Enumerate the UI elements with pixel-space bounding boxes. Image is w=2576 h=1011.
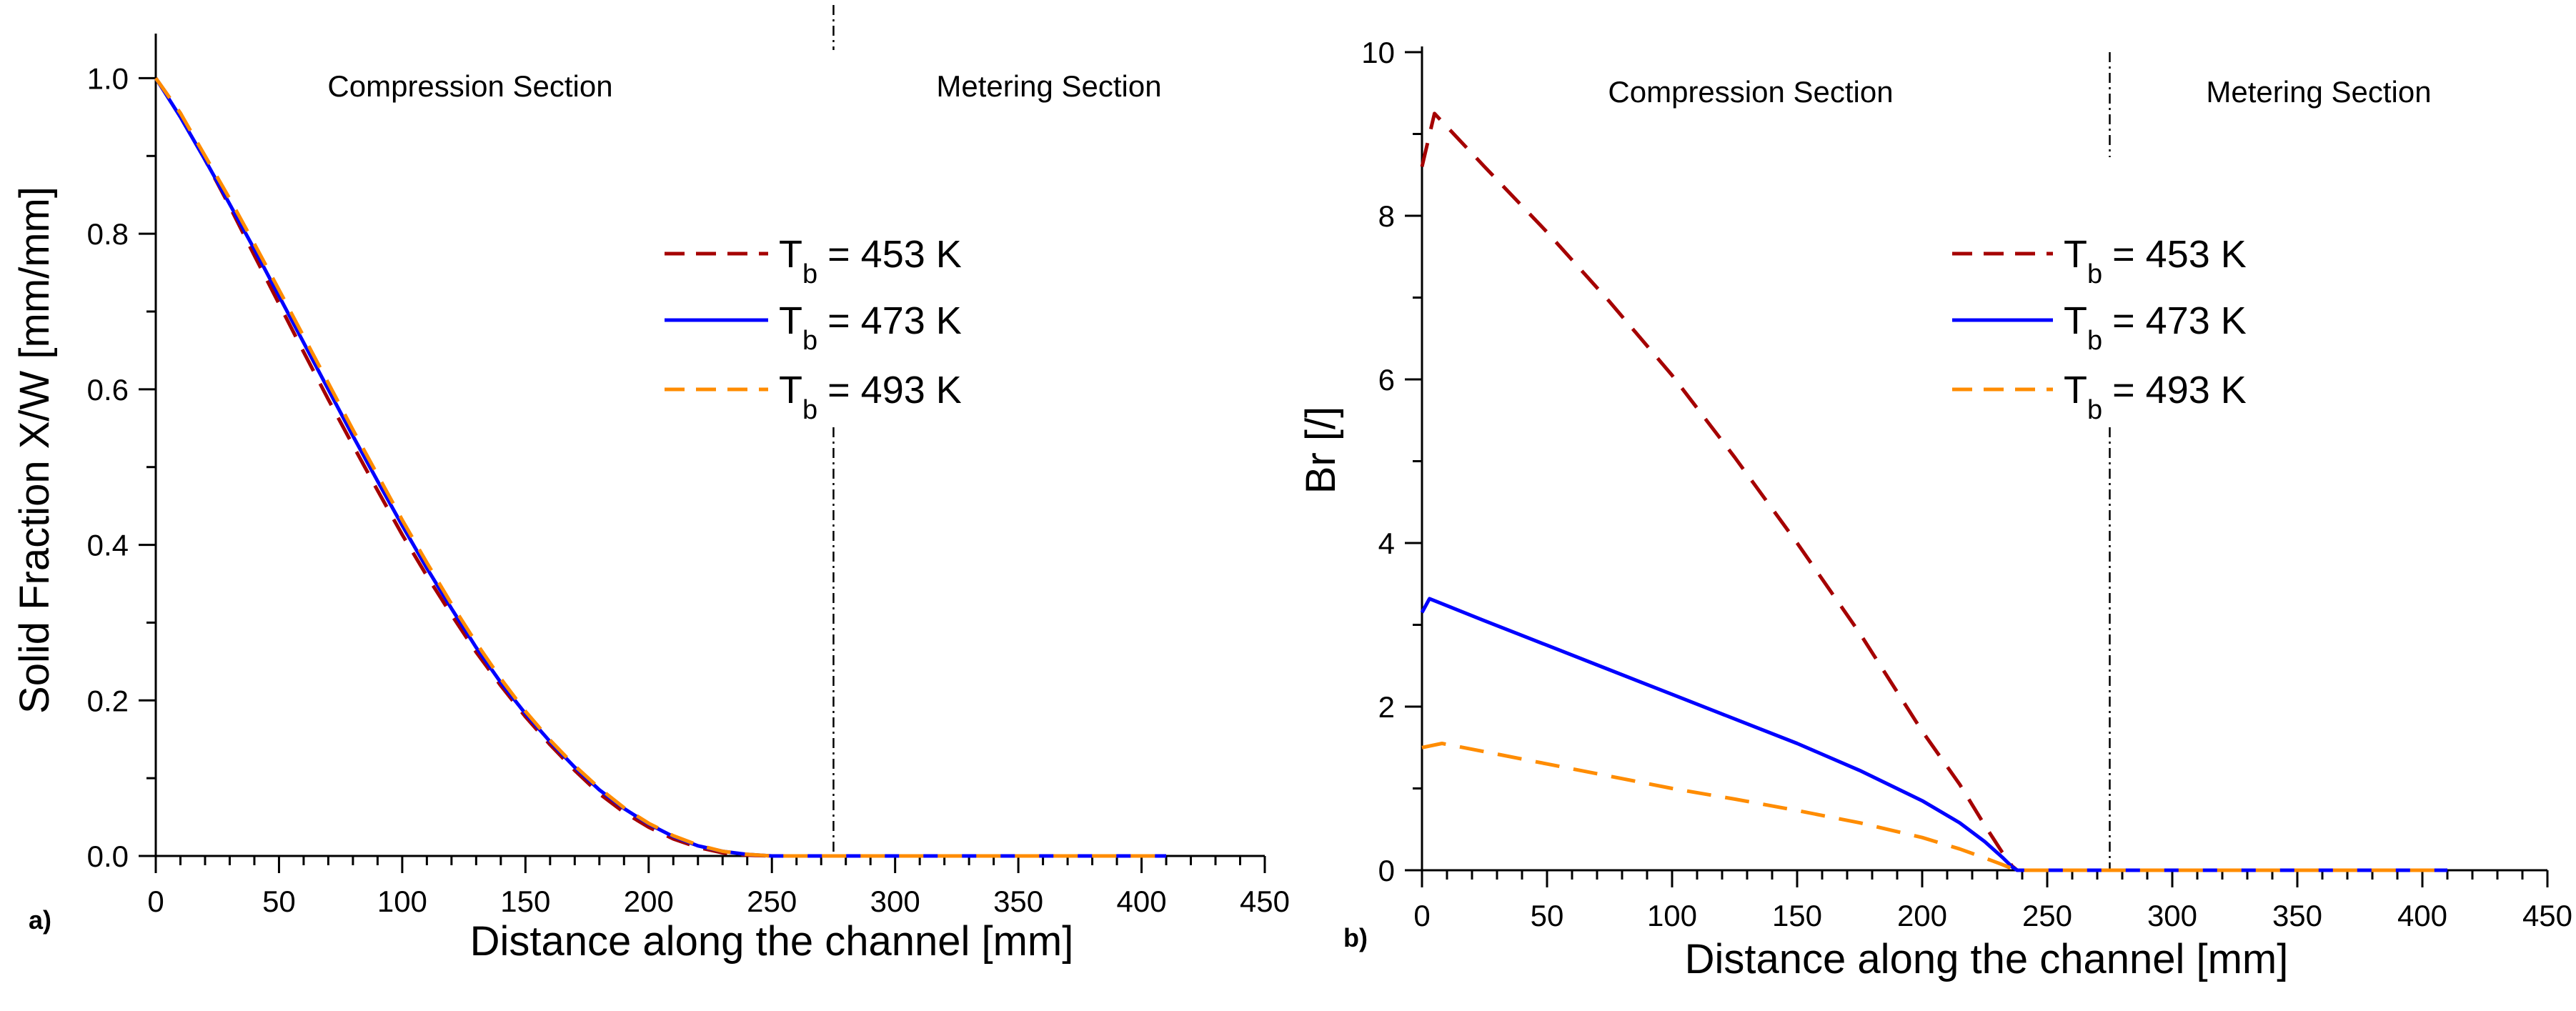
series-line-1 — [154, 76, 1166, 858]
legend-value: = 453 K — [2112, 233, 2247, 276]
legend-symbol: T — [2064, 299, 2087, 342]
legend-label: Tb = 473 K — [2064, 299, 2247, 356]
x-tick-label: 100 — [377, 885, 427, 918]
panel-label: b) — [1343, 923, 1368, 952]
legend-symbol: T — [779, 369, 802, 412]
x-axis-title: Distance along the channel [mm] — [1685, 936, 2289, 982]
x-tick-label: 50 — [1531, 899, 1564, 932]
legend-label: Tb = 493 K — [779, 369, 962, 425]
panel-a: 0 50 100 150 200 250 300 350 400 450 0.0 0.2 0.4 0.6 0… — [11, 5, 1290, 965]
panel-label: a) — [29, 905, 51, 935]
x-tick-label: 150 — [1772, 899, 1822, 932]
x-tick-label: 200 — [1897, 899, 1947, 932]
x-tick-label: 400 — [2397, 899, 2447, 932]
x-tick-label: 450 — [2522, 899, 2572, 932]
y-tick-label: 10 — [1361, 36, 1395, 69]
legend-subscript: b — [802, 259, 817, 289]
legend-subscript: b — [802, 326, 817, 356]
x-tick-label: 350 — [2272, 899, 2322, 932]
x-tick-label: 200 — [624, 885, 674, 918]
x-tick-label: 0 — [1413, 899, 1430, 932]
legend-subscript: b — [2087, 395, 2102, 425]
series-line-2 — [154, 77, 1166, 858]
x-tick-label: 150 — [500, 885, 550, 918]
series-line-3 — [1421, 742, 2447, 872]
y-axis-title: Br [/] — [1298, 407, 1344, 494]
legend-value: = 473 K — [2112, 299, 2247, 342]
x-tick-label: 100 — [1647, 899, 1697, 932]
y-tick-label: 0.8 — [87, 217, 129, 251]
legend-value: = 473 K — [827, 299, 962, 342]
series-line-3 — [154, 76, 1166, 858]
y-tick-label: 0.6 — [87, 373, 129, 407]
y-tick-label: 1.0 — [87, 61, 129, 95]
legend-symbol: T — [779, 299, 802, 342]
legend-subscript: b — [802, 395, 817, 425]
x-tick-label: 400 — [1117, 885, 1167, 918]
legend-symbol: T — [779, 233, 802, 276]
x-tick-label: 0 — [147, 885, 164, 918]
metering-section-label: Metering Section — [936, 69, 1161, 103]
y-tick-label: 0 — [1378, 854, 1395, 887]
y-tick-label: 0.4 — [87, 529, 129, 562]
x-tick-label: 350 — [993, 885, 1043, 918]
legend-value: = 493 K — [2112, 369, 2247, 412]
series-line-2 — [1420, 597, 2447, 872]
metering-section-label: Metering Section — [2206, 75, 2431, 109]
x-tick-label: 450 — [1240, 885, 1290, 918]
x-tick-label: 250 — [747, 885, 797, 918]
y-tick-label: 6 — [1378, 363, 1395, 397]
legend-subscript: b — [2087, 259, 2102, 289]
compression-section-label: Compression Section — [327, 69, 612, 103]
legend-value: = 493 K — [827, 369, 962, 412]
legend-label: Tb = 453 K — [779, 233, 962, 289]
x-axis-title: Distance along the channel [mm] — [470, 918, 1074, 965]
x-tick-label: 250 — [2022, 899, 2072, 932]
panel-b: 0 50 100 150 200 250 300 350 400 450 0 2 4 6 8 10 Distan… — [1298, 36, 2572, 982]
legend-symbol: T — [2064, 233, 2087, 276]
y-tick-label: 2 — [1378, 690, 1395, 724]
x-tick-label: 300 — [2147, 899, 2197, 932]
series-line-1 — [1420, 111, 2447, 872]
y-tick-label: 8 — [1378, 199, 1395, 233]
legend-value: = 453 K — [827, 233, 962, 276]
legend-label: Tb = 453 K — [2064, 233, 2247, 289]
y-tick-label: 0.2 — [87, 684, 129, 717]
y-tick-label: 4 — [1378, 527, 1395, 560]
y-axis-title: Solid Fraction X/W [mm/mm] — [11, 186, 58, 714]
compression-section-label: Compression Section — [1608, 75, 1893, 109]
legend-label: Tb = 473 K — [779, 299, 962, 356]
y-tick-label: 0.0 — [87, 840, 129, 873]
legend-label: Tb = 493 K — [2064, 369, 2247, 425]
legend-subscript: b — [2087, 326, 2102, 356]
x-tick-label: 50 — [262, 885, 296, 918]
legend-symbol: T — [2064, 369, 2087, 412]
x-tick-label: 300 — [870, 885, 920, 918]
